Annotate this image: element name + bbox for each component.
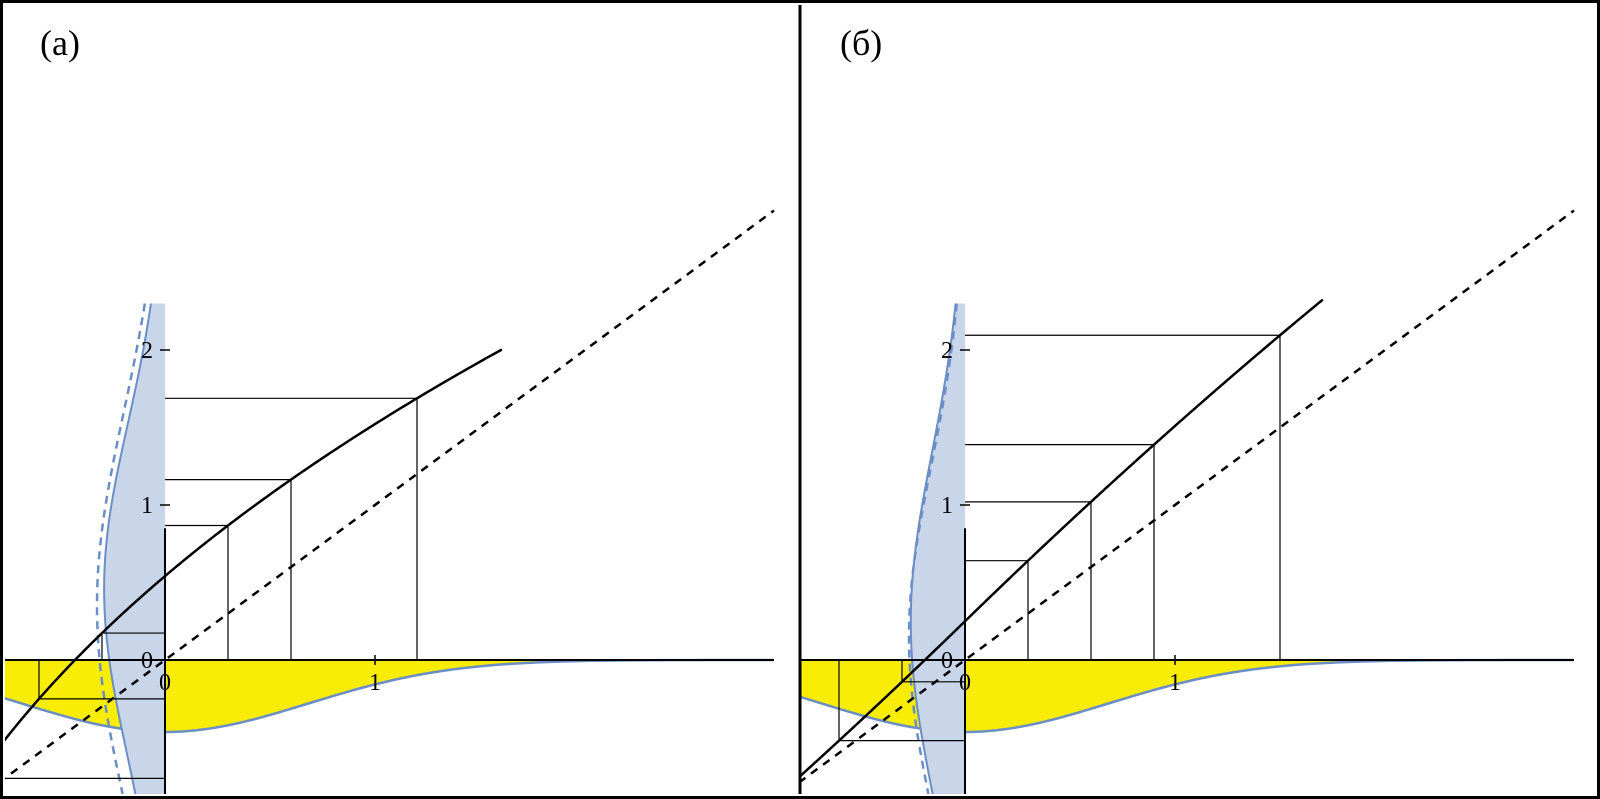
x-tick-label: 1 (1169, 670, 1181, 696)
panel-label: (б) (840, 23, 882, 63)
y-tick-label: 0 (141, 648, 153, 674)
y-tick-label: 2 (941, 338, 953, 364)
x-tick-label: 0 (959, 670, 971, 696)
panel-a: −101−1012(а) (0, 23, 774, 799)
panel-b: −101−1012(б) (461, 23, 1574, 799)
x-tick-label: 0 (159, 670, 171, 696)
input-density-fill (461, 660, 1574, 732)
y-tick-label: 1 (941, 493, 953, 519)
figure-svg: −101−1012(а)−101−1012(б) (0, 0, 1600, 799)
x-tick-label: 1 (369, 670, 381, 696)
panel-label: (а) (40, 23, 80, 63)
y-tick-label: 1 (141, 493, 153, 519)
x-tick-label: −1 (742, 670, 768, 696)
transform-curve (0, 350, 501, 799)
figure-container: −101−1012(а)−101−1012(б) (0, 0, 1600, 799)
y-tick-label: 0 (941, 648, 953, 674)
y-tick-label: 2 (141, 338, 153, 364)
